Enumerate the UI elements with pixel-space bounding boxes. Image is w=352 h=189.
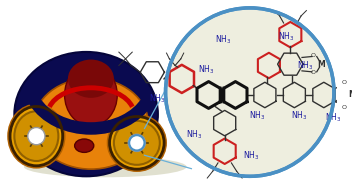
Text: M: M	[318, 60, 325, 69]
Text: NH$_3$: NH$_3$	[149, 93, 165, 105]
Ellipse shape	[8, 105, 64, 167]
Text: NH$_3$: NH$_3$	[325, 112, 341, 124]
Text: O: O	[341, 105, 346, 110]
Text: NH$_3$: NH$_3$	[243, 150, 260, 162]
Text: O: O	[310, 70, 315, 75]
Ellipse shape	[75, 139, 94, 152]
Text: NH$_3$: NH$_3$	[291, 110, 307, 122]
Text: NH$_3$: NH$_3$	[197, 63, 214, 76]
Ellipse shape	[165, 8, 334, 176]
Circle shape	[28, 128, 45, 145]
Text: NH$_3$: NH$_3$	[186, 128, 202, 141]
Ellipse shape	[68, 60, 114, 98]
Text: NH$_3$: NH$_3$	[278, 30, 294, 43]
Ellipse shape	[65, 64, 117, 126]
Ellipse shape	[108, 115, 165, 171]
Ellipse shape	[14, 111, 58, 161]
Text: NH$_3$: NH$_3$	[249, 110, 265, 122]
Text: O: O	[341, 81, 346, 85]
Ellipse shape	[24, 156, 187, 177]
Text: O: O	[310, 53, 315, 58]
Ellipse shape	[14, 52, 158, 176]
Text: NH$_3$: NH$_3$	[297, 59, 313, 72]
Text: NH$_3$: NH$_3$	[215, 33, 231, 46]
Ellipse shape	[33, 78, 148, 169]
Circle shape	[128, 134, 145, 151]
Text: M: M	[348, 91, 352, 99]
Ellipse shape	[114, 121, 160, 165]
